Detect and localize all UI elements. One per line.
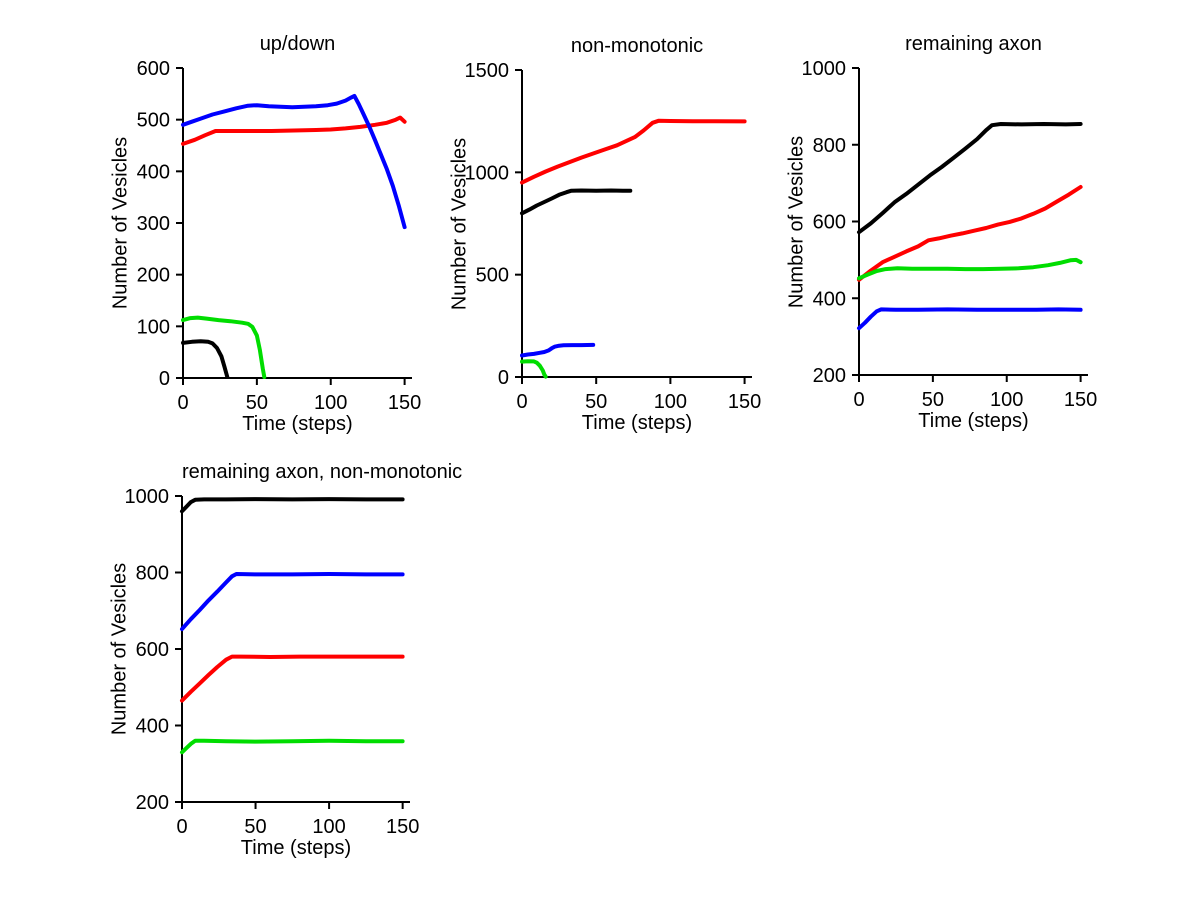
series-line-red <box>181 115 407 146</box>
y-tick-label: 200 <box>136 792 169 814</box>
subplot: 0 100 200 300 400 500 600 0 50 100 150 <box>137 58 422 414</box>
x-tick-label: 100 <box>314 392 347 414</box>
y-tick-label: 1000 <box>465 162 510 184</box>
y-axis-label: Number of Vesicles <box>448 137 471 310</box>
y-tick-label: 400 <box>136 716 169 738</box>
x-tick-label: 50 <box>922 389 944 411</box>
y-tick-label: 400 <box>813 288 846 310</box>
series-line-green <box>181 315 267 379</box>
series-line-black <box>181 339 230 379</box>
series-line-black <box>180 497 405 514</box>
series-line-green <box>857 257 1083 281</box>
series-line-red <box>857 185 1083 282</box>
y-tick-label: 800 <box>136 563 169 585</box>
x-tick-label: 100 <box>654 391 687 413</box>
series-line-green <box>180 738 405 755</box>
series-line-blue <box>857 307 1083 331</box>
subplot-title-non-monotonic: non-monotonic <box>570 35 704 57</box>
x-axis-label: Time (steps) <box>581 412 693 434</box>
y-tick-label: 1000 <box>802 58 847 80</box>
x-tick-label: 0 <box>176 816 187 838</box>
subplot: 0 500 1000 1500 0 50 100 150 <box>465 60 762 413</box>
series-line-green <box>520 359 548 379</box>
y-tick-label: 800 <box>813 135 846 157</box>
series-line-blue <box>180 572 405 632</box>
x-tick-label: 50 <box>244 816 266 838</box>
x-tick-label: 50 <box>585 391 607 413</box>
subplot-title-remaining-axon: remaining axon <box>905 33 1042 55</box>
y-axis-label: Number of Vesicles <box>109 136 132 310</box>
x-tick-label: 0 <box>853 389 864 411</box>
subplot: 200 400 600 800 1000 0 50 100 150 <box>125 486 420 838</box>
series-line-blue <box>181 93 407 230</box>
y-tick-label: 600 <box>137 58 170 80</box>
series-line-black <box>520 188 633 216</box>
y-tick-label: 500 <box>476 265 509 287</box>
y-tick-label: 600 <box>136 639 169 661</box>
series-line-red <box>520 118 747 185</box>
x-tick-label: 50 <box>246 392 268 414</box>
y-tick-label: 0 <box>159 368 170 390</box>
x-axis-label: Time (steps) <box>240 837 352 859</box>
subplot-title-remaining-axon-non-monotonic: remaining axon, non-monotonic <box>182 461 463 483</box>
y-tick-label: 200 <box>813 365 846 387</box>
subplot-title-up-down: up/down <box>259 33 336 55</box>
subplot: 200 400 600 800 1000 0 50 100 150 <box>802 58 1098 411</box>
y-tick-label: 500 <box>137 110 170 132</box>
series-line-black <box>857 122 1083 235</box>
y-tick-label: 400 <box>137 161 170 183</box>
y-tick-label: 1500 <box>465 60 510 82</box>
y-tick-label: 1000 <box>125 486 170 508</box>
y-tick-label: 100 <box>137 316 170 338</box>
x-tick-label: 150 <box>728 391 761 413</box>
y-axis-label: Number of Vesicles <box>108 562 131 736</box>
y-tick-label: 600 <box>813 212 846 234</box>
y-tick-label: 200 <box>137 265 170 287</box>
x-tick-label: 0 <box>177 392 188 414</box>
x-tick-label: 150 <box>386 816 419 838</box>
series-line-red <box>180 654 405 703</box>
x-tick-label: 100 <box>312 816 345 838</box>
x-tick-label: 150 <box>388 392 421 414</box>
series-line-blue <box>520 342 596 358</box>
x-tick-label: 0 <box>516 391 527 413</box>
y-tick-label: 300 <box>137 213 170 235</box>
x-axis-label: Time (steps) <box>918 410 1029 432</box>
y-axis-label: Number of Vesicles <box>785 135 808 308</box>
x-axis-label: Time (steps) <box>242 413 353 435</box>
x-tick-label: 100 <box>990 389 1023 411</box>
x-tick-label: 150 <box>1064 389 1097 411</box>
y-tick-label: 0 <box>498 367 509 389</box>
